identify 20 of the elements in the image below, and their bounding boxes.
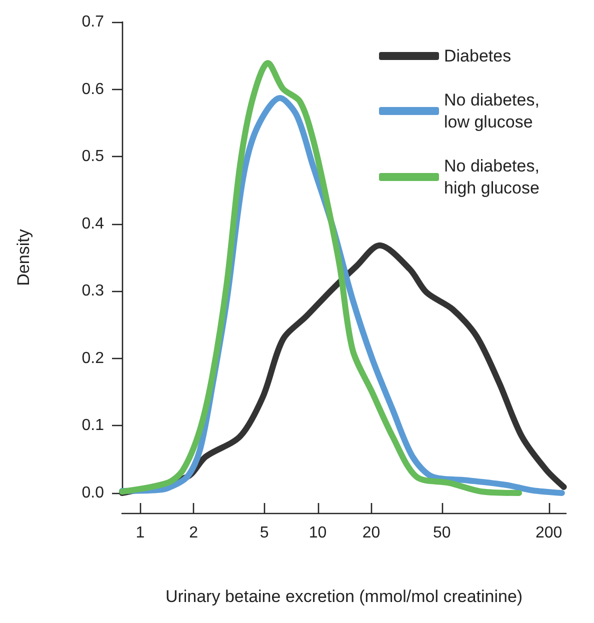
x-tick-label: 50 (432, 524, 451, 542)
y-tick-label: 0.6 (82, 80, 104, 98)
x-tick-label: 20 (362, 524, 380, 542)
x-tick-label: 200 (535, 524, 562, 542)
y-tick-label: 0.7 (82, 14, 104, 30)
x-tick-label: 10 (308, 524, 327, 542)
y-tick-label: 0.5 (82, 148, 104, 166)
legend-label: Diabetes (444, 46, 512, 66)
legend-label: No diabetes, high glucose (444, 156, 544, 198)
y-axis-title: Density (14, 228, 33, 286)
y-tick-label: 0.4 (82, 215, 104, 232)
x-tick-label: 1 (136, 524, 145, 542)
x-tick-label: 2 (189, 524, 198, 542)
legend-label: No diabetes, low glucose (444, 90, 544, 132)
x-axis-title: Urinary betaine excretion (mmol/mol creatinine) (165, 587, 523, 606)
y-tick-label: 0.0 (82, 484, 104, 502)
y-tick-label: 0.3 (82, 282, 104, 300)
y-tick-label: 0.2 (82, 350, 104, 367)
y-tick-label: 0.1 (82, 417, 104, 434)
x-tick-label: 5 (260, 524, 269, 542)
